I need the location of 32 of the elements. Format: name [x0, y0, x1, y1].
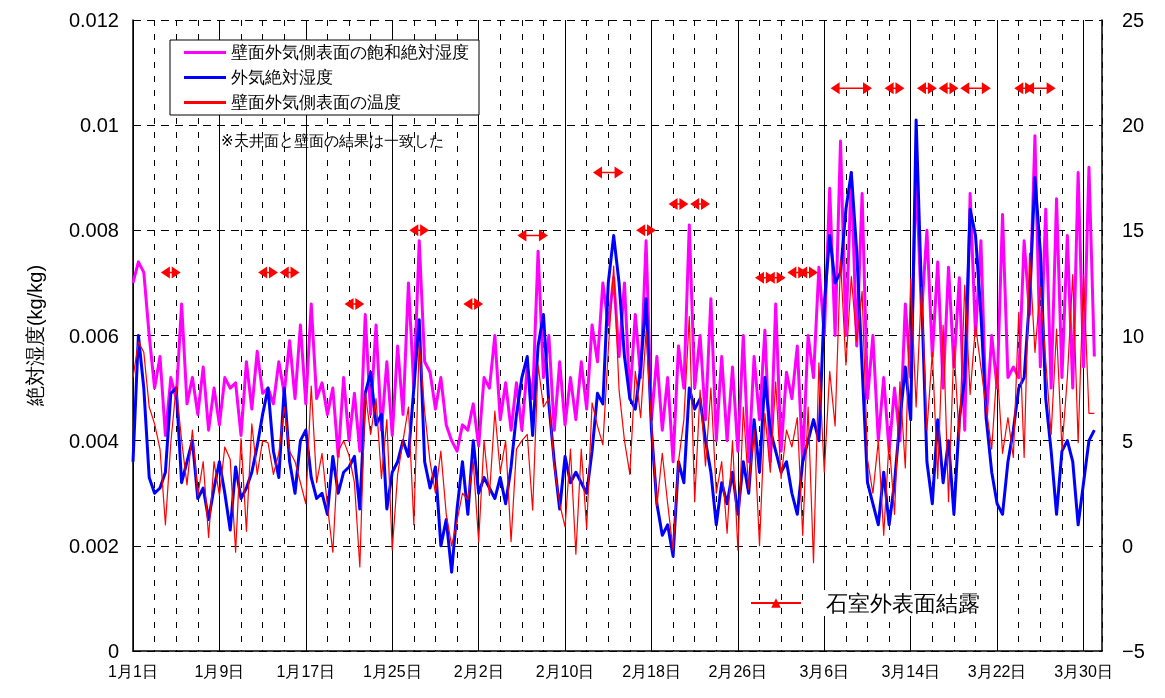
y2-tick-label: 0 — [1122, 534, 1134, 557]
y-axis-title: 絶対湿度(kg/kg) — [24, 264, 46, 408]
x-tick-label: 1月9日 — [194, 662, 245, 680]
y2-tick-label: 25 — [1122, 9, 1145, 31]
y-tick-label: 0.01 — [80, 114, 119, 137]
x-tick-label: 3月14日 — [881, 662, 941, 680]
x-tick-label: 3月22日 — [967, 662, 1027, 680]
legend-label: 壁面外気側表面の温度 — [231, 93, 401, 112]
legend-label: 壁面外気側表面の飽和絶対湿度 — [231, 43, 469, 62]
y-tick-label: 0.002 — [68, 534, 119, 557]
x-tick-label: 3月30日 — [1054, 662, 1113, 680]
y-tick-label: 0.006 — [68, 324, 119, 347]
x-tick-label: 2月26日 — [708, 662, 768, 680]
x-tick-label: 1月1日 — [108, 662, 158, 680]
y2-tick-label: 10 — [1122, 324, 1145, 347]
x-tick-label: 2月10日 — [535, 662, 595, 680]
legend-label: 石室外表面結露 — [826, 590, 980, 616]
x-tick-label: 3月6日 — [799, 662, 850, 680]
legend-label: 外気絶対湿度 — [231, 68, 333, 87]
y-tick-label: 0 — [107, 640, 119, 662]
y2-tick-label: 5 — [1122, 429, 1134, 452]
y-tick-label: 0.004 — [68, 429, 119, 452]
x-tick-label: 2月18日 — [622, 662, 681, 680]
x-tick-label: 1月25日 — [362, 662, 422, 680]
y2-tick-label: −5 — [1122, 640, 1145, 662]
y-tick-label: 0.012 — [68, 9, 119, 31]
y2-tick-label: 15 — [1122, 219, 1145, 242]
line-series — [132, 252, 1095, 568]
x-tick-label: 2月2日 — [453, 662, 504, 680]
x-tick-label: 1月17日 — [276, 662, 336, 680]
y-tick-label: 0.008 — [68, 219, 119, 242]
y2-tick-label: 20 — [1122, 114, 1145, 137]
